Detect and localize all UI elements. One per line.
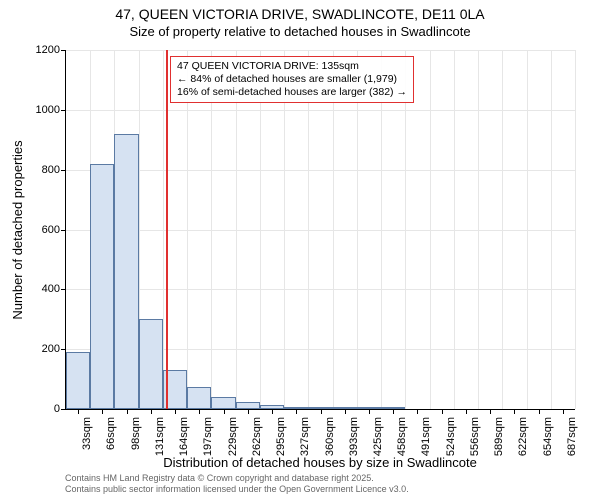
xtick-label: 654sqm [542, 417, 554, 456]
xtick-mark [175, 409, 176, 414]
histogram-bar [114, 134, 138, 409]
annotation-line1: 47 QUEEN VICTORIA DRIVE: 135sqm [177, 60, 407, 73]
ytick-mark [61, 230, 66, 231]
xtick-label: 66sqm [105, 417, 117, 450]
ytick-label: 800 [10, 164, 60, 176]
gridline-h [66, 289, 575, 290]
xtick-label: 589sqm [493, 417, 505, 456]
xtick-mark [296, 409, 297, 414]
xtick-mark [248, 409, 249, 414]
marker-annotation: 47 QUEEN VICTORIA DRIVE: 135sqm ← 84% of… [170, 56, 414, 103]
xtick-mark [151, 409, 152, 414]
ytick-label: 0 [10, 403, 60, 415]
ytick-label: 400 [10, 283, 60, 295]
xtick-mark [102, 409, 103, 414]
xtick-label: 556sqm [469, 417, 481, 456]
histogram-bar [139, 319, 163, 409]
gridline-h [66, 110, 575, 111]
footer-line1: Contains HM Land Registry data © Crown c… [65, 473, 409, 484]
xtick-mark [442, 409, 443, 414]
xtick-mark [539, 409, 540, 414]
histogram-bar [90, 164, 114, 409]
gridline-h [66, 50, 575, 51]
annotation-line3: 16% of semi-detached houses are larger (… [177, 86, 407, 99]
xtick-label: 491sqm [420, 417, 432, 456]
xtick-label: 295sqm [275, 417, 287, 456]
ytick-label: 1200 [10, 44, 60, 56]
gridline-v [575, 50, 576, 409]
histogram-bar [236, 402, 260, 409]
histogram-bar [211, 397, 235, 409]
xtick-label: 164sqm [178, 417, 190, 456]
chart-title-sub: Size of property relative to detached ho… [0, 24, 600, 39]
xtick-label: 524sqm [445, 417, 457, 456]
annotation-line2: ← 84% of detached houses are smaller (1,… [177, 73, 407, 86]
xtick-label: 458sqm [396, 417, 408, 456]
ytick-mark [61, 349, 66, 350]
xtick-mark [199, 409, 200, 414]
gridline-h [66, 170, 575, 171]
xtick-mark [514, 409, 515, 414]
xtick-mark [321, 409, 322, 414]
ytick-mark [61, 110, 66, 111]
ytick-mark [61, 409, 66, 410]
footer-attribution: Contains HM Land Registry data © Crown c… [65, 473, 409, 495]
xtick-mark [127, 409, 128, 414]
gridline-h [66, 230, 575, 231]
ytick-label: 600 [10, 224, 60, 236]
xtick-mark [393, 409, 394, 414]
xtick-label: 393sqm [348, 417, 360, 456]
xtick-label: 262sqm [251, 417, 263, 456]
chart-container: 47, QUEEN VICTORIA DRIVE, SWADLINCOTE, D… [0, 0, 600, 500]
xtick-label: 425sqm [372, 417, 384, 456]
xtick-label: 131sqm [154, 417, 166, 456]
xtick-label: 98sqm [130, 417, 142, 450]
xtick-mark [466, 409, 467, 414]
ytick-label: 200 [10, 343, 60, 355]
xtick-label: 197sqm [202, 417, 214, 456]
xtick-mark [272, 409, 273, 414]
ytick-label: 1000 [10, 104, 60, 116]
xtick-label: 327sqm [299, 417, 311, 456]
xtick-mark [78, 409, 79, 414]
histogram-bar [187, 387, 211, 409]
ytick-mark [61, 170, 66, 171]
xtick-mark [563, 409, 564, 414]
xtick-mark [345, 409, 346, 414]
xtick-mark [224, 409, 225, 414]
histogram-bar [66, 352, 90, 409]
xtick-label: 229sqm [227, 417, 239, 456]
xtick-label: 33sqm [81, 417, 93, 450]
x-axis-label: Distribution of detached houses by size … [65, 455, 575, 470]
ytick-mark [61, 289, 66, 290]
chart-title-main: 47, QUEEN VICTORIA DRIVE, SWADLINCOTE, D… [0, 6, 600, 22]
plot-area: 47 QUEEN VICTORIA DRIVE: 135sqm ← 84% of… [65, 50, 575, 410]
xtick-label: 622sqm [517, 417, 529, 456]
xtick-label: 687sqm [566, 417, 578, 456]
xtick-mark [490, 409, 491, 414]
xtick-label: 360sqm [324, 417, 336, 456]
xtick-mark [417, 409, 418, 414]
footer-line2: Contains public sector information licen… [65, 484, 409, 495]
ytick-mark [61, 50, 66, 51]
marker-line [166, 50, 168, 409]
xtick-mark [369, 409, 370, 414]
